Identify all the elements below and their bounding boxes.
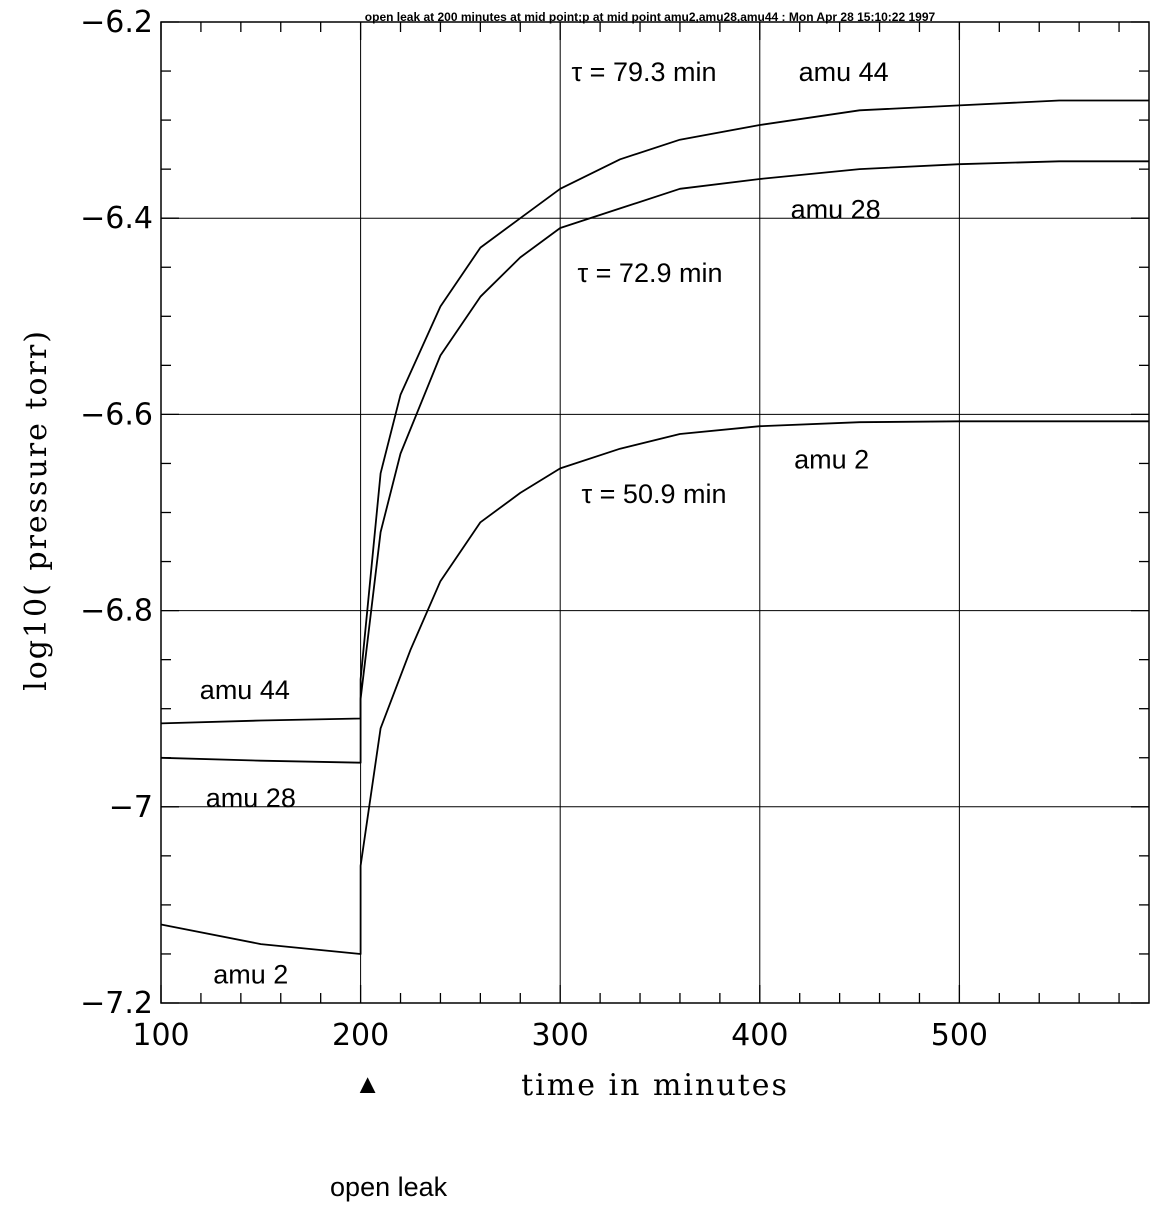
series-line-amu-28 [160, 160, 1149, 764]
y-tick-label: −7 [109, 790, 153, 825]
series-line-amu-2 [160, 420, 1149, 955]
x-axis-label: time in minutes [521, 1068, 789, 1103]
annotation-label: τ = 72.9 min [578, 258, 723, 288]
series-line-amu-44 [160, 99, 1149, 725]
grid-lines [161, 22, 1149, 1003]
y-tick-labels: −7.2 −7 −6.8 −6.6 −6.4 −6.2 [80, 5, 153, 1021]
open-leak-arrow-icon: ▲ [354, 1069, 381, 1099]
annotation-label: amu 44 [200, 675, 290, 705]
annotation-label: amu 28 [791, 194, 881, 224]
x-tick-label: 300 [532, 1018, 589, 1053]
x-tick-label: 500 [931, 1018, 988, 1053]
annotation-label: amu 2 [213, 960, 288, 990]
annotation-label: amu 28 [206, 783, 296, 813]
y-axis-label: log10( pressure torr) [19, 329, 54, 691]
x-tick-label: 200 [332, 1018, 389, 1053]
chart-title: open leak at 200 minutes at mid point;p … [365, 10, 936, 24]
open-leak-label: open leak [330, 1172, 448, 1202]
x-tick-label: 400 [731, 1018, 788, 1053]
annotation-label: τ = 79.3 min [572, 57, 717, 87]
x-tick-label: 100 [132, 1018, 189, 1053]
y-tick-label: −6.2 [80, 5, 153, 40]
y-tick-label: −6.4 [80, 201, 153, 236]
annotations: τ = 79.3 min amu 44 amu 28 τ = 72.9 min amu … [200, 57, 889, 990]
y-tick-label: −6.8 [80, 594, 153, 629]
annotation-label: amu 2 [794, 445, 869, 475]
annotation-label: amu 44 [799, 57, 889, 87]
y-tick-label: −7.2 [80, 986, 153, 1021]
axis-ticks [160, 21, 1149, 1004]
annotation-label: τ = 50.9 min [582, 479, 727, 509]
plot-frame [160, 21, 1150, 1004]
series-lines [160, 99, 1149, 955]
y-tick-label: −6.6 [80, 397, 153, 432]
x-tick-labels: 100 200 300 400 500 [132, 1018, 988, 1053]
